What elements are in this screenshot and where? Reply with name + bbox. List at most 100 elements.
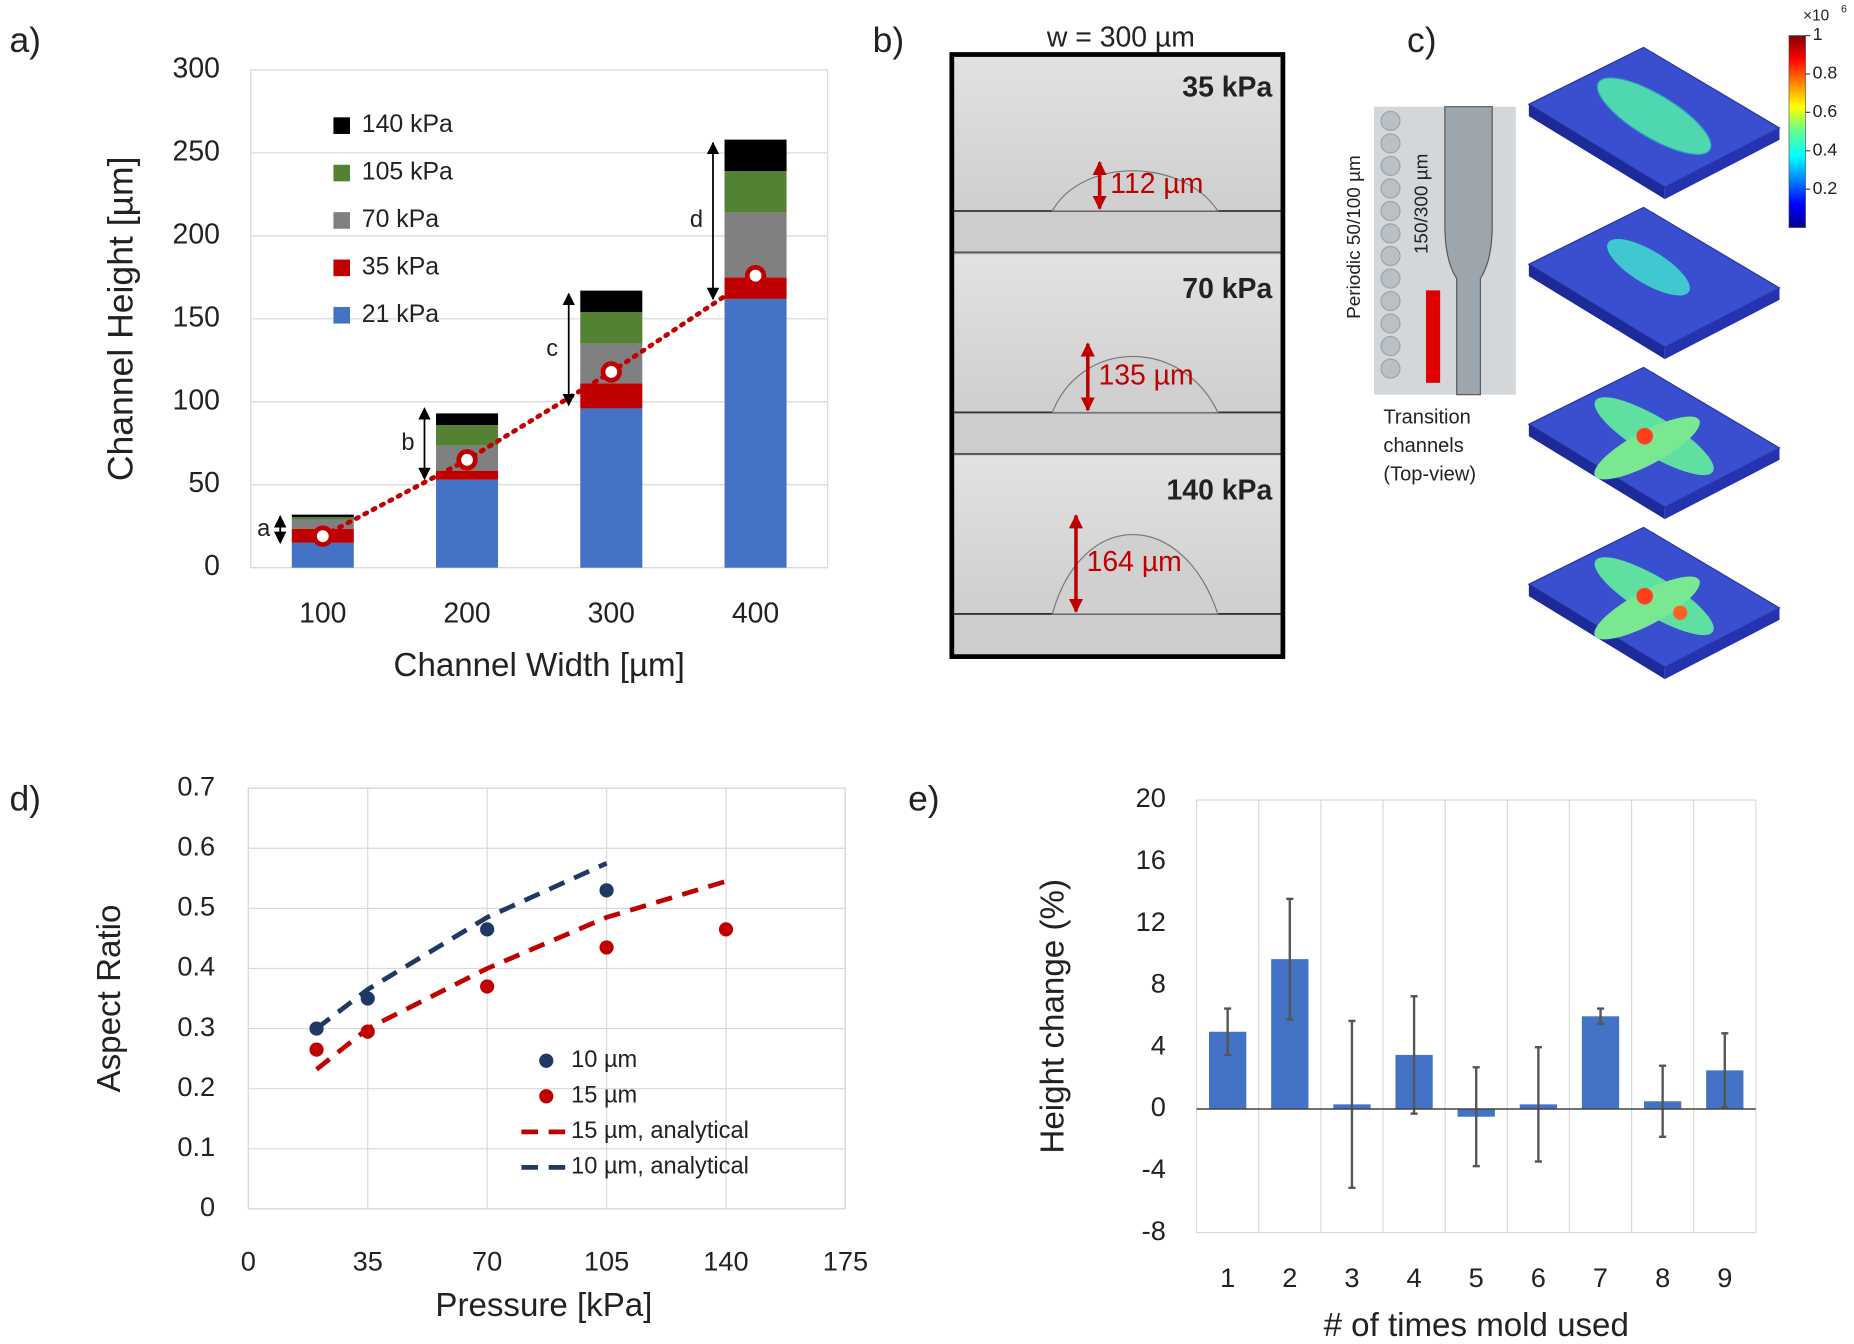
bar-segment	[724, 277, 787, 299]
bar-segment	[580, 383, 643, 409]
colorbar-tick-label: 0.8	[1813, 63, 1838, 83]
caption: (Top-view)	[1383, 464, 1476, 486]
micrograph-frame	[949, 52, 1286, 659]
panel-label: c)	[1407, 20, 1437, 60]
error-bar	[1596, 1007, 1605, 1026]
caption: Transition	[1383, 407, 1470, 429]
periodic-bead	[1380, 178, 1401, 199]
bar-segment	[724, 298, 787, 568]
x-tick-label: 7	[1593, 1262, 1608, 1293]
legend-swatch	[333, 306, 350, 324]
periodic-bead	[1380, 336, 1401, 357]
legend-swatch	[333, 212, 350, 229]
legend-label: 35 kPa	[362, 253, 439, 280]
legend-swatch	[539, 1053, 554, 1068]
y-tick-label: 0.6	[177, 830, 215, 861]
error-bar	[1224, 1007, 1232, 1057]
legend-swatch	[333, 117, 350, 134]
data-point	[718, 922, 734, 937]
plate-side	[1664, 608, 1780, 680]
legend-label: 10 µm, analytical	[571, 1154, 749, 1180]
y-tick-label: -4	[1142, 1153, 1166, 1184]
y-tick-label: 0.2	[177, 1071, 215, 1102]
bar-segment	[580, 290, 643, 313]
y-tick-label: 250	[173, 135, 220, 167]
colorbar-tick-label: 0.4	[1813, 139, 1838, 159]
x-tick-label: 175	[823, 1246, 868, 1277]
data-point	[599, 940, 614, 955]
colorbar	[1788, 35, 1806, 228]
x-tick-label: 140	[703, 1246, 748, 1277]
pressure-label: 70 kPa	[1182, 273, 1272, 305]
y-tick-label: 0	[200, 1191, 215, 1222]
legend-label: 105 kPa	[362, 159, 453, 186]
deformation	[1596, 77, 1712, 155]
x-tick-label: 300	[588, 598, 635, 630]
y-tick-label: 0.1	[177, 1131, 215, 1162]
height-label: 112 µm	[1110, 168, 1203, 200]
x-axis-label: Channel Width [µm]	[394, 647, 685, 684]
substrate	[953, 210, 1282, 255]
transition-channel	[1444, 106, 1493, 396]
error-bar	[1721, 1032, 1729, 1109]
x-tick-label: 6	[1531, 1262, 1546, 1293]
x-tick-label: 4	[1407, 1262, 1422, 1293]
substrate	[953, 412, 1282, 457]
plot-frame	[1195, 799, 1757, 1234]
periodic-bead	[1380, 290, 1401, 312]
hotspot	[1673, 605, 1688, 620]
x-tick-label: 5	[1469, 1262, 1484, 1293]
y-tick-label: 0.4	[177, 951, 215, 982]
y-axis-label: Aspect Ratio	[91, 905, 128, 1093]
y-tick-label: 0	[1151, 1091, 1166, 1122]
periodic-bead	[1380, 155, 1401, 176]
legend-swatch	[333, 259, 350, 277]
bar-segment	[291, 519, 354, 529]
y-tick-label: 0	[204, 550, 220, 582]
error-bar	[1410, 995, 1418, 1115]
pressure-label: 35 kPa	[1182, 71, 1272, 103]
caption: channels	[1383, 435, 1463, 457]
annotation: c	[546, 336, 558, 362]
periodic-bead	[1380, 110, 1401, 131]
error-bar	[1659, 1064, 1667, 1138]
data-point	[309, 1042, 324, 1057]
panel-label: e)	[908, 779, 940, 819]
legend-label: 70 kPa	[362, 206, 439, 233]
marker	[744, 265, 767, 287]
y-tick-label: 8	[1151, 968, 1166, 999]
marker	[312, 525, 334, 547]
bar-segment	[436, 470, 499, 480]
annotation: a	[257, 516, 271, 542]
transition-label: 150/300 µm	[1411, 154, 1432, 255]
height-label: 135 µm	[1098, 359, 1193, 391]
plate-side	[1664, 128, 1780, 200]
bar-segment	[580, 312, 643, 344]
legend-swatch	[333, 164, 350, 182]
colorbar-exponent: 6	[1841, 3, 1847, 15]
bar-segment	[436, 413, 499, 426]
annotation: d	[690, 207, 703, 233]
y-tick-label: 4	[1151, 1029, 1166, 1060]
height-label: 164 µm	[1087, 546, 1182, 578]
channel-profile	[1051, 534, 1219, 615]
y-tick-label: -8	[1142, 1215, 1166, 1246]
annotation: b	[401, 430, 414, 456]
y-tick-label: 0.5	[177, 891, 215, 922]
marker	[456, 449, 478, 471]
panel-label: b)	[873, 20, 905, 60]
periodic-bead	[1380, 268, 1401, 289]
x-tick-label: 9	[1717, 1262, 1732, 1293]
colorbar-tick-label: 0.6	[1813, 101, 1838, 121]
y-tick-label: 0.7	[177, 770, 215, 801]
legend-label: 15 µm	[571, 1083, 637, 1109]
bar-segment	[580, 408, 643, 568]
colorbar-tick-label: 0.2	[1813, 178, 1838, 198]
x-tick-label: 400	[732, 598, 779, 630]
data-point	[599, 883, 614, 898]
deformation	[1607, 238, 1690, 296]
y-tick-label: 100	[173, 384, 220, 416]
legend-label: 21 kPa	[362, 301, 439, 328]
pressure-label: 140 kPa	[1167, 474, 1273, 506]
